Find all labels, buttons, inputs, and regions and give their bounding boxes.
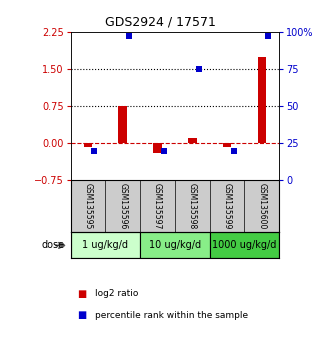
Text: ■: ■ xyxy=(77,289,86,299)
Text: dose: dose xyxy=(41,240,64,250)
Text: 1 ug/kg/d: 1 ug/kg/d xyxy=(82,240,128,250)
Text: log2 ratio: log2 ratio xyxy=(95,289,138,298)
Text: GDS2924 / 17571: GDS2924 / 17571 xyxy=(105,16,216,29)
Bar xyxy=(223,143,231,147)
Text: ■: ■ xyxy=(77,310,86,320)
Text: GSM135596: GSM135596 xyxy=(118,183,127,230)
Text: GSM135595: GSM135595 xyxy=(83,183,92,230)
Bar xyxy=(188,138,197,143)
Text: percentile rank within the sample: percentile rank within the sample xyxy=(95,310,248,320)
Bar xyxy=(140,233,210,258)
Bar xyxy=(153,143,162,153)
Bar xyxy=(210,233,279,258)
Text: GSM135598: GSM135598 xyxy=(188,183,197,229)
Text: GSM135600: GSM135600 xyxy=(257,183,266,230)
Text: GSM135597: GSM135597 xyxy=(153,183,162,230)
Bar xyxy=(118,106,127,143)
Text: 10 ug/kg/d: 10 ug/kg/d xyxy=(149,240,201,250)
Text: GSM135599: GSM135599 xyxy=(222,183,232,230)
Bar xyxy=(84,143,92,147)
Text: 1000 ug/kg/d: 1000 ug/kg/d xyxy=(212,240,277,250)
Bar xyxy=(257,57,266,143)
Bar xyxy=(71,233,140,258)
